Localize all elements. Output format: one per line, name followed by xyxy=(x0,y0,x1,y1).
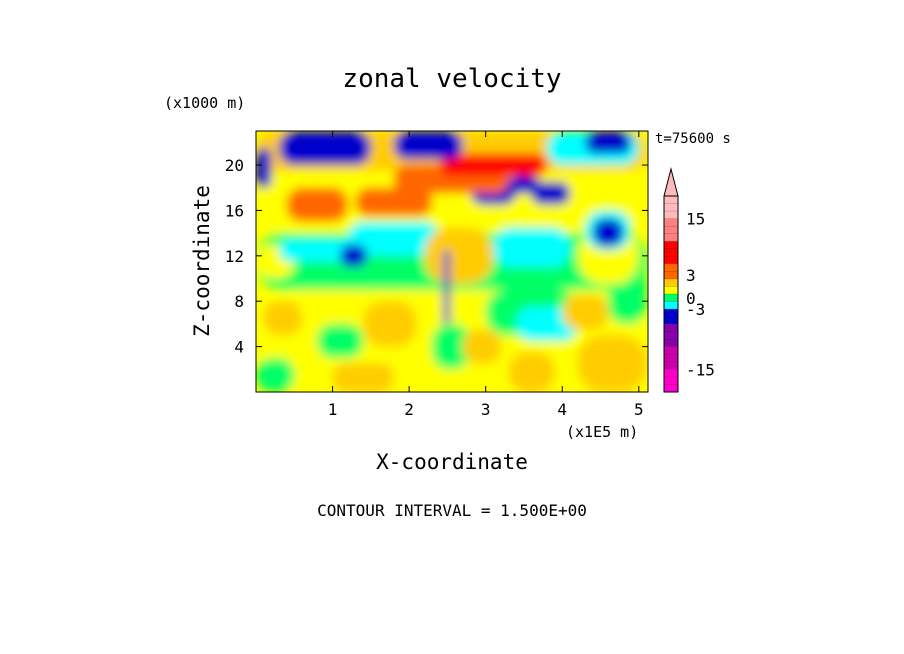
colorbar-band xyxy=(664,218,678,242)
colorbar-label: -3 xyxy=(686,300,705,319)
colorbar-band xyxy=(664,278,678,287)
field-region xyxy=(531,182,570,205)
x-unit-label: (x1E5 m) xyxy=(566,423,638,441)
y-tick-label: 12 xyxy=(225,247,244,266)
field-region xyxy=(340,244,368,268)
field-region xyxy=(278,131,371,166)
field-region xyxy=(562,295,609,330)
y-tick-label: 20 xyxy=(225,156,244,175)
field-region xyxy=(508,176,540,194)
y-unit-label: (x1000 m) xyxy=(164,94,245,112)
colorbar-band xyxy=(664,286,678,294)
colorbar-band xyxy=(664,294,678,302)
field-region xyxy=(278,238,356,262)
colorbar-label: 3 xyxy=(686,266,696,285)
time-label: t=75600 s xyxy=(655,131,731,147)
x-axis-ticks: 1 2 3 4 5 xyxy=(328,131,644,419)
y-axis-ticks: 4 8 12 16 20 xyxy=(225,156,648,357)
field-region xyxy=(317,323,364,358)
colorbar xyxy=(663,167,679,393)
x-tick-label: 1 xyxy=(328,400,338,419)
x-tick-label: 2 xyxy=(404,400,414,419)
colorbar-label: 15 xyxy=(686,210,705,229)
field-region xyxy=(424,227,494,285)
field-region xyxy=(508,352,555,392)
field-region xyxy=(443,250,450,324)
colorbar-band xyxy=(664,324,678,347)
colorbar-band xyxy=(664,369,678,392)
field-region xyxy=(263,301,302,336)
y-tick-label: 8 xyxy=(234,292,244,311)
colorbar-labels: 15 3 0-3 -15 xyxy=(686,210,715,380)
x-axis-label: X-coordinate xyxy=(376,450,528,474)
y-tick-label: 16 xyxy=(225,201,244,220)
y-tick-label: 4 xyxy=(234,338,244,357)
field-region xyxy=(355,187,433,217)
field-region xyxy=(577,335,647,392)
field-region xyxy=(432,323,471,370)
field-region xyxy=(347,221,440,256)
colorbar-extend-arrow xyxy=(663,167,679,197)
colorbar-band xyxy=(664,301,678,310)
field-region xyxy=(286,187,348,222)
colorbar-label: -15 xyxy=(686,360,715,379)
plot-frame xyxy=(255,130,649,393)
x-tick-label: 3 xyxy=(481,400,491,419)
field-region xyxy=(332,363,394,392)
field-region xyxy=(585,131,632,154)
colorbar-band xyxy=(664,346,678,370)
colorbar-band xyxy=(664,241,678,264)
field-region xyxy=(363,301,417,347)
field-region xyxy=(516,306,578,341)
field-region xyxy=(256,148,272,188)
field-region xyxy=(493,227,570,268)
field-region xyxy=(592,218,624,247)
x-tick-label: 5 xyxy=(634,400,644,419)
chart-title: zonal velocity xyxy=(342,64,561,94)
x-tick-label: 4 xyxy=(557,400,567,419)
velocity-field xyxy=(256,131,648,392)
field-region xyxy=(256,357,295,392)
field-region xyxy=(393,131,463,160)
colorbar-band xyxy=(664,196,678,219)
contour-interval-label: CONTOUR INTERVAL = 1.500E+00 xyxy=(317,501,587,520)
field-region xyxy=(462,329,501,364)
colorbar-label: 0 xyxy=(686,289,696,308)
y-axis-label: Z-coordinate xyxy=(190,185,214,337)
field-region xyxy=(439,153,547,177)
